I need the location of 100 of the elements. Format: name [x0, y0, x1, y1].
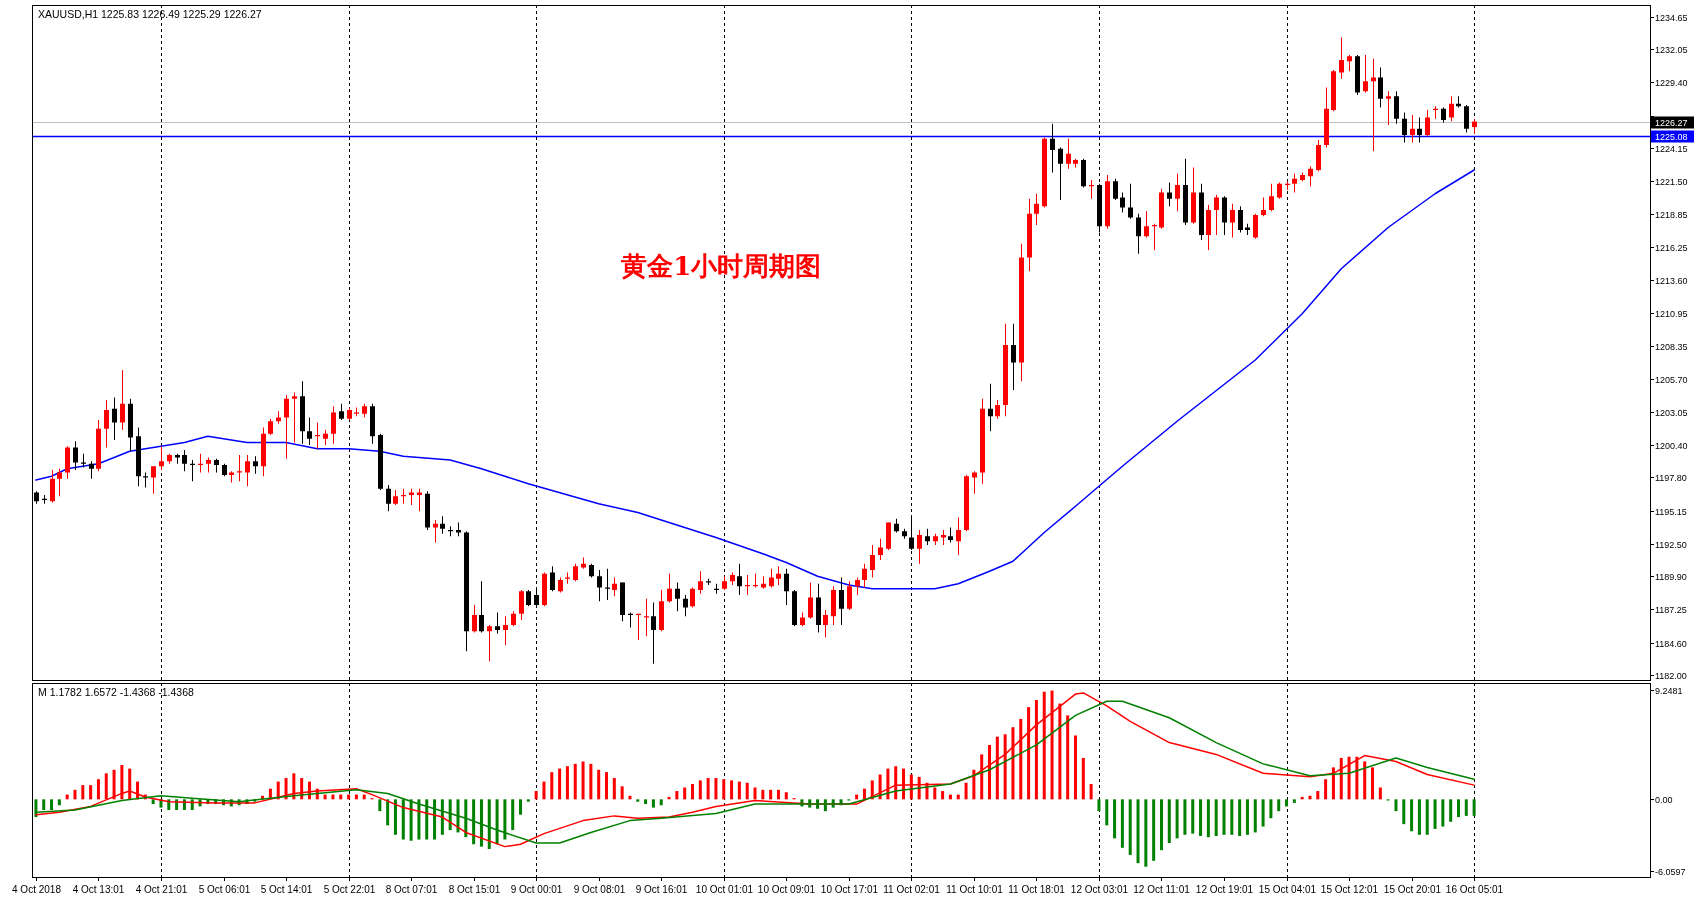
y-tick-label: 1232.05 [1655, 45, 1688, 55]
bar [565, 766, 569, 800]
bar [1261, 799, 1265, 827]
candlestick [1386, 90, 1391, 126]
bar [1472, 799, 1476, 816]
ref-line-label: 1226.27 [1655, 118, 1688, 128]
bar [1113, 799, 1117, 839]
bar [714, 778, 718, 800]
candlestick [1253, 213, 1258, 240]
bar [1269, 799, 1273, 819]
bar [104, 773, 108, 800]
y-tick-label: 1216.25 [1655, 243, 1688, 253]
bar [776, 789, 780, 800]
y-tick-label: 1221.50 [1655, 177, 1688, 187]
candlestick [995, 399, 1000, 420]
ref-line-label: 1225.08 [1655, 132, 1688, 142]
x-tick-label: 4 Oct 21:01 [135, 884, 188, 895]
bar [761, 789, 765, 800]
bar [1120, 799, 1124, 848]
bar [745, 782, 749, 800]
y-tick-label: 1187.25 [1655, 605, 1687, 615]
candlestick [237, 454, 242, 482]
bar [784, 792, 788, 800]
candlestick [1425, 109, 1430, 137]
y-tick-label: 1203.05 [1655, 408, 1688, 418]
candlestick [503, 615, 508, 646]
bar [526, 799, 530, 802]
candlestick [50, 469, 55, 503]
bar [1449, 799, 1453, 822]
bar [683, 787, 687, 800]
candlestick [386, 484, 391, 512]
bar [1199, 799, 1203, 836]
candlestick [776, 565, 781, 586]
candlestick [292, 392, 297, 443]
bar [1433, 799, 1437, 829]
bar [42, 799, 46, 810]
candlestick [519, 589, 524, 621]
bar [1144, 799, 1148, 867]
bar [1206, 799, 1210, 838]
bar [1331, 767, 1335, 800]
bar [589, 763, 593, 800]
bar [542, 781, 546, 800]
candlestick [878, 538, 883, 561]
bar [1097, 799, 1101, 812]
bar [1363, 761, 1367, 800]
bar [1347, 756, 1351, 800]
candlestick [57, 468, 62, 497]
bar [1058, 703, 1062, 800]
candlestick [956, 517, 961, 556]
candlestick [1144, 210, 1149, 238]
bar [988, 744, 992, 800]
x-tick-label: 9 Oct 00:01 [510, 884, 563, 895]
candlestick [1214, 194, 1219, 236]
x-tick-label: 11 Oct 10:01 [946, 884, 1004, 895]
candlestick [1417, 117, 1422, 143]
bar [433, 799, 437, 840]
bar [1464, 799, 1468, 816]
bar [1253, 799, 1257, 833]
candlestick [1269, 183, 1274, 212]
bar [50, 799, 54, 810]
bar [1167, 799, 1171, 844]
candlestick [1339, 37, 1344, 80]
candlestick [769, 568, 774, 588]
bar [620, 786, 624, 800]
bar [581, 761, 585, 800]
x-tick-label: 8 Oct 15:01 [448, 884, 501, 895]
candlestick [159, 445, 164, 471]
candlestick [839, 577, 844, 626]
bar [1230, 799, 1234, 835]
bar [1285, 799, 1289, 807]
candlestick [862, 563, 867, 588]
x-tick-label: 11 Oct 02:01 [883, 884, 941, 895]
x-tick-label: 9 Oct 08:01 [573, 884, 626, 895]
candlestick [1175, 173, 1180, 212]
x-tick-label: 5 Oct 22:01 [323, 884, 376, 895]
bar [1425, 799, 1429, 835]
bar [1394, 799, 1398, 812]
bar [511, 799, 515, 831]
candlestick [644, 598, 649, 637]
y-tick-label: 1234.65 [1655, 13, 1688, 23]
x-tick-label: 10 Oct 01:01 [695, 884, 754, 895]
bar [1136, 799, 1140, 864]
y-tick-label: 9.2481 [1655, 686, 1683, 696]
bar [1089, 783, 1093, 800]
bar [167, 799, 171, 810]
candlestick [331, 405, 336, 445]
x-tick-label: 15 Oct 20:01 [1383, 884, 1442, 895]
annotation: 黄金1小时周期图 [620, 251, 822, 281]
x-tick-label: 8 Oct 07:01 [385, 884, 438, 895]
bar [1019, 718, 1023, 800]
bar [1027, 707, 1031, 800]
bar [1355, 756, 1359, 800]
bar [730, 780, 734, 800]
candlestick [1449, 95, 1454, 122]
candlestick [1363, 54, 1368, 93]
y-tick-label: 1197.80 [1655, 473, 1687, 483]
bar [386, 799, 390, 826]
candlestick [245, 454, 250, 487]
bar [1402, 799, 1406, 825]
y-tick-label: 1182.00 [1655, 671, 1687, 681]
